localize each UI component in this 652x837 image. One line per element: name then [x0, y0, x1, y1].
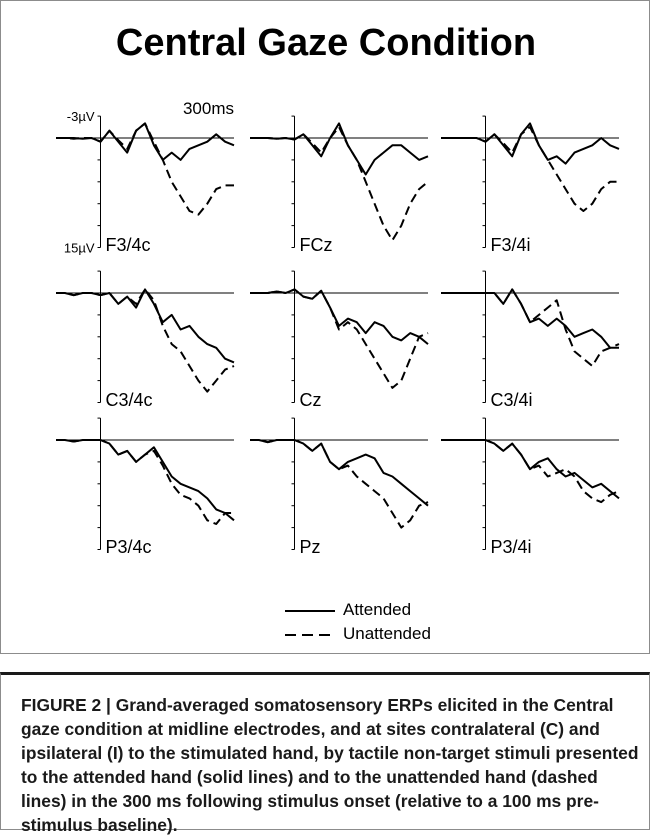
- series-attended-c3-4i: [441, 288, 619, 349]
- series-attended-p3-4c: [56, 439, 235, 522]
- series-unattended-pz: [250, 439, 429, 529]
- series-attended-pz: [250, 439, 429, 507]
- series-unattended-fcz: [250, 126, 429, 242]
- series-attended-p3-4i: [441, 439, 620, 500]
- electrode-label-p3-4c: P3/4c: [106, 537, 152, 557]
- legend: Attended Unattended: [285, 600, 485, 648]
- electrode-label-pz: Pz: [300, 537, 321, 557]
- electrode-label-cz: Cz: [300, 390, 322, 410]
- legend-dashed-line-icon: [285, 634, 335, 636]
- legend-label-attended: Attended: [343, 600, 412, 619]
- x-label-end: 300ms: [183, 99, 234, 118]
- legend-item-attended: Attended: [285, 600, 485, 624]
- series-attended-c3-4c: [56, 288, 235, 364]
- y-label-bottom: 15µV: [64, 241, 95, 256]
- electrode-label-c3-4c: C3/4c: [106, 390, 153, 410]
- series-attended-cz: [250, 288, 429, 345]
- legend-label-unattended: Unattended: [343, 624, 431, 643]
- electrode-label-fcz: FCz: [300, 235, 333, 255]
- series-unattended-f3-4i: [441, 126, 619, 212]
- electrode-label-p3-4i: P3/4i: [491, 537, 532, 557]
- erp-plot-grid: F3/4c -3µV 15µV 300ms FCz F3/4i C3/4c Cz C3/4i P3…: [56, 99, 620, 557]
- figure-panel: [0, 0, 650, 654]
- electrode-label-c3-4i: C3/4i: [491, 390, 533, 410]
- y-label-top: -3µV: [67, 109, 95, 124]
- electrode-label-f3-4c: F3/4c: [106, 235, 151, 255]
- series-attended-fcz: [250, 122, 429, 176]
- series-unattended-p3-4i: [441, 439, 620, 504]
- figure-title: Central Gaze Condition: [115, 22, 537, 64]
- series-attended-f3-4c: [56, 122, 235, 161]
- series-unattended-c3-4c: [56, 288, 235, 393]
- series-unattended-p3-4c: [56, 439, 234, 525]
- series-unattended-f3-4c: [56, 122, 234, 216]
- legend-item-unattended: Unattended: [285, 624, 485, 648]
- electrode-label-f3-4i: F3/4i: [491, 235, 531, 255]
- series-attended-f3-4i: [441, 122, 620, 165]
- figure-caption: FIGURE 2 | Grand-averaged somatosensory …: [21, 695, 639, 835]
- caption-panel: FIGURE 2 | Grand-averaged somatosensory …: [0, 672, 650, 835]
- series-unattended-cz: [250, 288, 429, 389]
- legend-solid-line-icon: [285, 610, 335, 612]
- series-unattended-c3-4i: [441, 288, 620, 367]
